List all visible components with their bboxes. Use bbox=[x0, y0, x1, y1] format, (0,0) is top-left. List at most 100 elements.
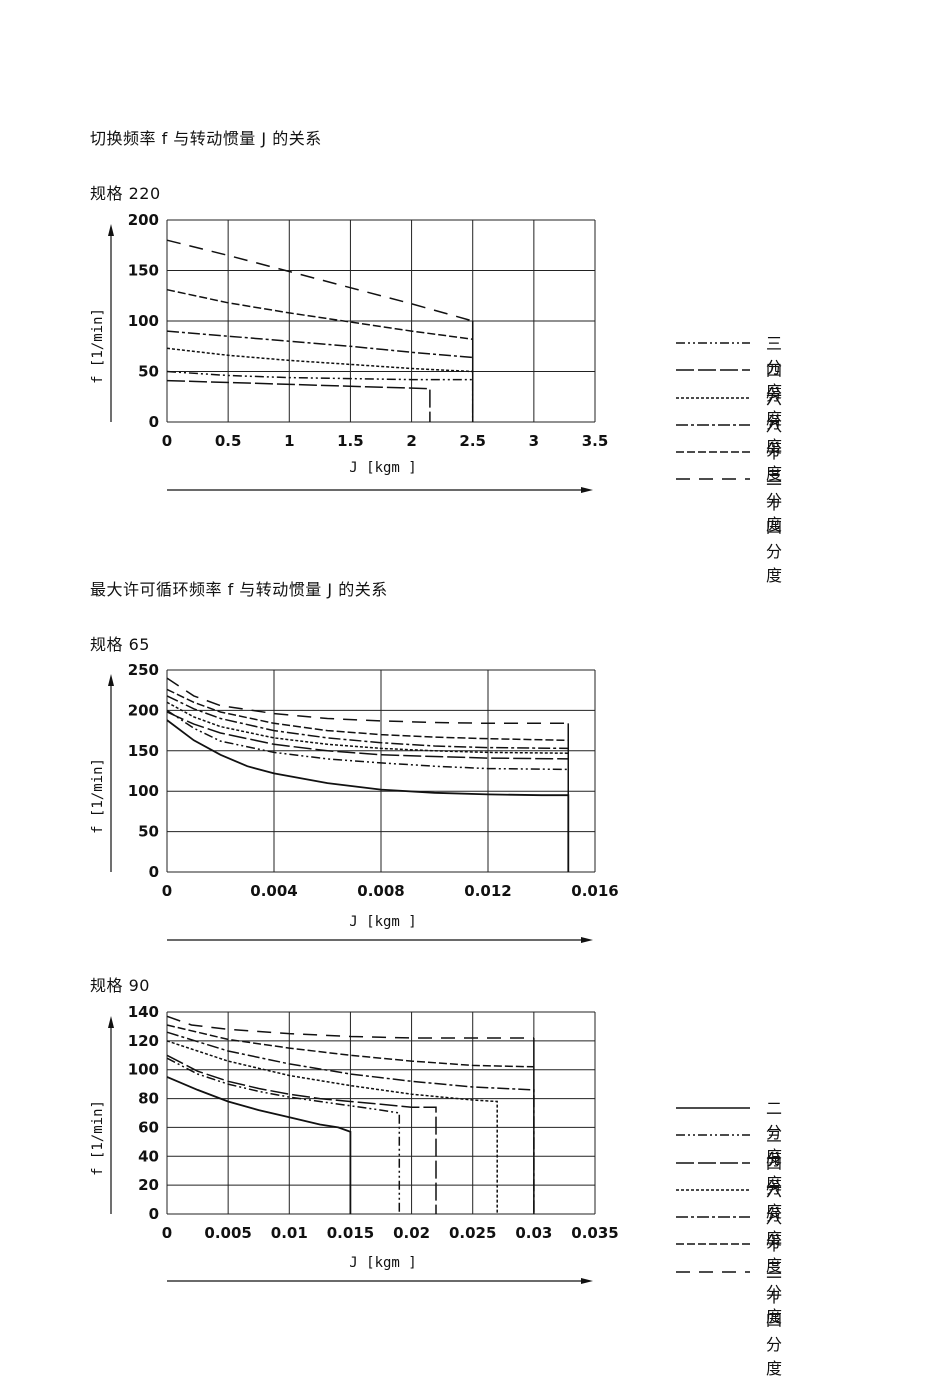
series-line-3 bbox=[166, 1040, 498, 1214]
legend-line-sample bbox=[676, 342, 750, 344]
y-tick-label: 100 bbox=[128, 782, 159, 800]
series-line-5 bbox=[166, 1024, 534, 1068]
y-axis-arrowhead bbox=[108, 1016, 114, 1028]
x-tick-label: 0.008 bbox=[357, 882, 404, 900]
series-line-3 bbox=[166, 330, 473, 359]
y-axis-label: f [1/min] bbox=[90, 1100, 106, 1176]
chart-size-65: 0 0.004 0.008 0.012 0.016 0 50 100 150 200 250 J [k… bbox=[90, 661, 619, 943]
x-tick-label: 0 bbox=[162, 1224, 172, 1242]
series-line-6 bbox=[166, 677, 569, 725]
y-tick-label: 200 bbox=[128, 701, 159, 719]
y-tick-label: 150 bbox=[128, 742, 159, 760]
x-tick-label: 0.025 bbox=[449, 1224, 496, 1242]
size-label-220: 规格 220 bbox=[90, 184, 161, 203]
legend-label: 二分度 bbox=[766, 1099, 783, 1166]
legend-line-sample bbox=[676, 369, 750, 372]
x-tick-label: 0.03 bbox=[515, 1224, 552, 1242]
x-tick-label: 0.005 bbox=[204, 1224, 251, 1242]
series-line-3 bbox=[166, 701, 569, 754]
x-tick-label: 2.5 bbox=[459, 432, 486, 450]
x-tick-label: 1.5 bbox=[337, 432, 364, 450]
x-tick-label: 3.5 bbox=[582, 432, 609, 450]
size-label-65: 规格 65 bbox=[90, 635, 150, 654]
legend-label: 四分度 bbox=[766, 1153, 783, 1221]
series-line-5 bbox=[166, 688, 569, 742]
series-line-1 bbox=[166, 379, 431, 422]
x-axis-arrowhead bbox=[581, 1278, 593, 1284]
x-tick-label: 2 bbox=[406, 432, 416, 450]
legend-label: 三分度 bbox=[766, 334, 783, 401]
y-tick-label: 80 bbox=[138, 1090, 159, 1108]
legend-line-sample bbox=[676, 1216, 750, 1218]
x-tick-label: 0.004 bbox=[250, 882, 297, 900]
y-tick-label: 0 bbox=[149, 1205, 159, 1223]
series-line-2 bbox=[166, 347, 473, 373]
series-line-2 bbox=[166, 1054, 437, 1214]
series-line-2 bbox=[166, 709, 569, 771]
x-tick-label: 0.015 bbox=[327, 1224, 374, 1242]
y-axis-label: f [1/min] bbox=[90, 758, 106, 834]
legend-line-sample bbox=[676, 1161, 750, 1164]
y-tick-label: 120 bbox=[128, 1032, 159, 1050]
legend-line-sample bbox=[676, 1134, 750, 1137]
legend-line-sample bbox=[676, 451, 750, 453]
section-heading-max-cycle: 最大许可循环频率 f 与转动惯量 J 的关系 bbox=[90, 580, 388, 599]
x-tick-label: 0.035 bbox=[571, 1224, 618, 1242]
series-line-5 bbox=[166, 239, 473, 322]
y-tick-label: 250 bbox=[128, 661, 159, 679]
y-tick-label: 200 bbox=[128, 211, 159, 229]
y-tick-label: 40 bbox=[138, 1147, 159, 1165]
x-axis-label: J [kgm ] bbox=[349, 914, 416, 930]
legend-label: 六分度 bbox=[766, 388, 783, 456]
series-line-1 bbox=[166, 711, 569, 760]
x-tick-label: 3 bbox=[529, 432, 539, 450]
legend-line-sample bbox=[676, 396, 750, 399]
series-line-4 bbox=[166, 1031, 535, 1214]
legend-label: 八分度 bbox=[766, 1208, 783, 1276]
legend-label: 十二分度 bbox=[766, 443, 783, 535]
y-tick-label: 20 bbox=[138, 1176, 159, 1194]
y-tick-label: 50 bbox=[138, 823, 159, 841]
y-tick-label: 140 bbox=[128, 1003, 159, 1021]
y-axis-arrowhead bbox=[108, 674, 114, 686]
series-line-4 bbox=[166, 695, 569, 750]
series-line-1 bbox=[166, 1057, 401, 1214]
series-line-0 bbox=[166, 370, 474, 422]
legend-label: 六分度 bbox=[766, 1180, 783, 1248]
legend-line-sample bbox=[676, 424, 750, 426]
series-line-4 bbox=[166, 288, 473, 340]
y-axis-arrowhead bbox=[108, 224, 114, 236]
y-tick-label: 50 bbox=[138, 363, 159, 381]
legend-line-sample bbox=[676, 1189, 750, 1191]
x-tick-label: 0.02 bbox=[393, 1224, 430, 1242]
series-line-0 bbox=[166, 1076, 352, 1214]
x-axis-arrowhead bbox=[581, 937, 593, 943]
legend-line-sample bbox=[676, 1243, 750, 1246]
y-tick-label: 150 bbox=[128, 262, 159, 280]
y-tick-label: 60 bbox=[138, 1118, 159, 1136]
x-tick-label: 0 bbox=[162, 432, 172, 450]
section-heading-switching: 切换频率 f 与转动惯量 J 的关系 bbox=[90, 129, 322, 148]
y-axis-label: f [1/min] bbox=[90, 308, 106, 384]
size-label-90: 规格 90 bbox=[90, 976, 150, 995]
x-tick-label: 0.012 bbox=[464, 882, 511, 900]
legend-label: 二十四分度 bbox=[766, 470, 783, 586]
series-line-6 bbox=[166, 1015, 534, 1039]
legend-label: 十二分度 bbox=[766, 1235, 783, 1327]
series-line-0 bbox=[166, 719, 570, 872]
legend-line-sample bbox=[676, 1270, 750, 1273]
legend-label: 四分度 bbox=[766, 361, 783, 429]
y-tick-label: 0 bbox=[149, 413, 159, 431]
legend-line-sample bbox=[676, 1107, 750, 1109]
x-axis-label: J [kgm ] bbox=[349, 460, 416, 476]
y-tick-label: 0 bbox=[149, 863, 159, 881]
y-tick-label: 100 bbox=[128, 1061, 159, 1079]
chart-size-220: 0 0.5 1 1.5 2 2.5 3 3.5 0 50 100 150 200 J [kgm ] f [1… bbox=[90, 211, 609, 493]
legend-label: 三分度 bbox=[766, 1126, 783, 1194]
x-tick-label: 0.01 bbox=[271, 1224, 308, 1242]
x-tick-label: 0.5 bbox=[215, 432, 242, 450]
legend-label: 二十四分度 bbox=[766, 1262, 783, 1378]
legend-label: 八分度 bbox=[766, 415, 783, 483]
y-tick-label: 100 bbox=[128, 312, 159, 330]
x-tick-label: 0 bbox=[162, 882, 172, 900]
